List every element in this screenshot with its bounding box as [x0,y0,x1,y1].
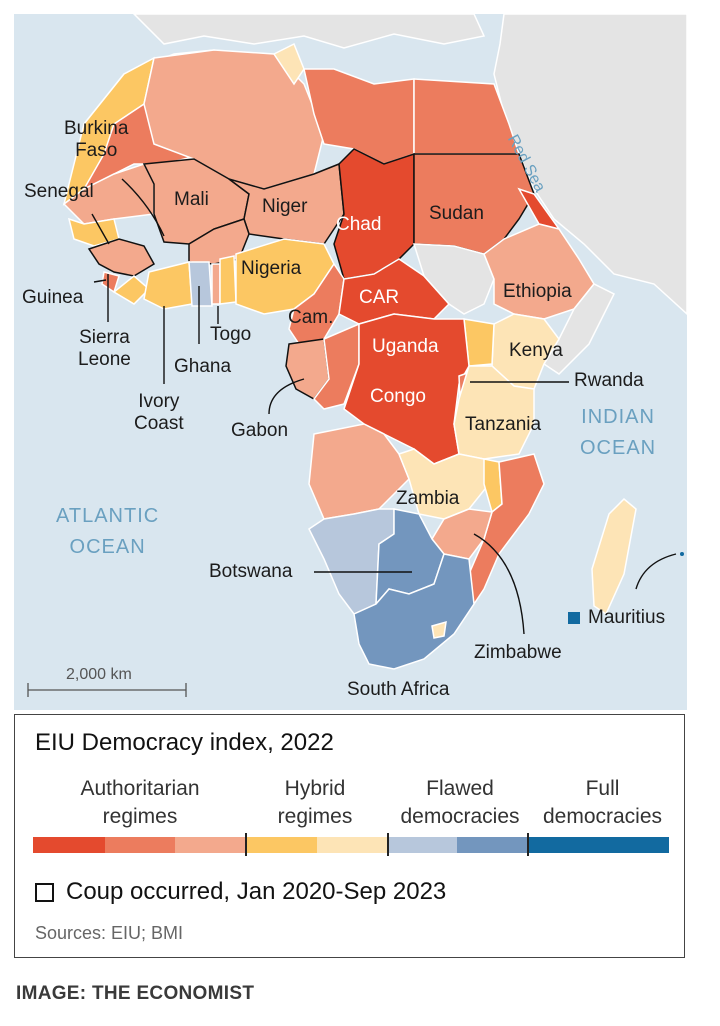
mozambique [468,453,545,606]
ivory-coast [143,261,193,310]
sierra-leone [101,271,120,294]
label-congo: Congo [370,386,426,407]
label-indian-ocean: INDIAN OCEAN [580,406,657,459]
label-tanzania: Tanzania [465,414,542,435]
guinea [87,238,156,277]
egypt [413,78,521,155]
africa-map: Burkina Faso Senegal Mali Niger Chad Sud… [14,14,687,710]
label-zimbabwe: Zimbabwe [474,642,562,663]
label-zambia: Zambia [396,488,460,509]
middle-east-land [493,14,687,316]
angola [308,423,410,520]
togo [211,263,221,305]
scale-tick-2 [387,833,389,856]
legend-category-full: Full democracies [542,777,663,829]
leader-lines [91,178,677,635]
map-svg [27,14,687,697]
scale-auth-dark [33,837,105,853]
benin [219,255,237,305]
label-mali: Mali [174,189,209,210]
label-rwanda: Rwanda [574,370,644,391]
scale-hybrid-light [317,837,387,853]
label-guinea: Guinea [22,287,84,308]
label-south-africa: South Africa [347,679,450,700]
europe-land [132,14,486,49]
south-africa [353,553,475,670]
legend-category-flawed: Flawed democracies [400,777,520,829]
label-sudan: Sudan [429,203,484,224]
south-sudan [412,243,495,315]
scale-auth-mid [105,837,175,853]
scale-tick-3 [527,833,529,856]
label-nigeria: Nigeria [241,258,302,279]
label-chad: Chad [336,214,382,235]
label-burkina-faso: Burkina Faso [64,118,129,161]
scale-full [527,837,669,853]
scale-auth-light [175,837,245,853]
scale-bar [27,683,187,697]
sources-note: Sources: EIU; BMI [35,923,184,943]
label-mauritius: Mauritius [588,607,666,628]
label-ethiopia: Ethiopia [503,281,572,302]
madagascar [591,497,637,616]
label-cameroon: Cam. [288,307,334,328]
label-ivory-coast: Ivory Coast [134,391,184,434]
scale-bar-label: 2,000 km [66,666,132,683]
legend-title: EIU Democracy index, 2022 [35,729,334,756]
legend-category-authoritarian: Authoritarian regimes [80,777,200,829]
ghana [188,261,213,307]
liberia [112,275,151,305]
scale-flawed-light [387,837,457,853]
scale-tick-1 [245,833,247,856]
label-kenya: Kenya [509,340,563,361]
legend-category-hybrid: Hybrid regimes [277,777,353,829]
coup-outline-icon [35,882,54,902]
label-niger: Niger [262,196,308,217]
coup-legend-label: Coup occurred, Jan 2020-Sep 2023 [66,878,447,905]
label-atlantic-ocean: ATLANTIC OCEAN [56,505,160,558]
label-togo: Togo [210,324,252,345]
label-uganda: Uganda [372,336,439,357]
lesotho [431,620,447,639]
tanzania [453,365,535,460]
label-senegal: Senegal [24,181,94,202]
mauritius-marker [568,612,580,624]
legend-color-scale [33,833,669,856]
label-ghana: Ghana [174,356,232,377]
label-gabon: Gabon [231,420,289,441]
mauritius-dot [680,552,684,556]
scale-hybrid [245,837,317,853]
image-credit: IMAGE: THE ECONOMIST [16,983,255,1004]
label-sierra-leone: Sierra Leone [78,327,131,370]
label-car: CAR [359,287,400,308]
car [338,258,451,325]
scale-flawed [457,837,527,853]
coup-legend: Coup occurred, Jan 2020-Sep 2023 [35,878,446,906]
legend-panel: EIU Democracy index, 2022 Authoritarian … [14,714,685,958]
label-botswana: Botswana [209,561,293,582]
